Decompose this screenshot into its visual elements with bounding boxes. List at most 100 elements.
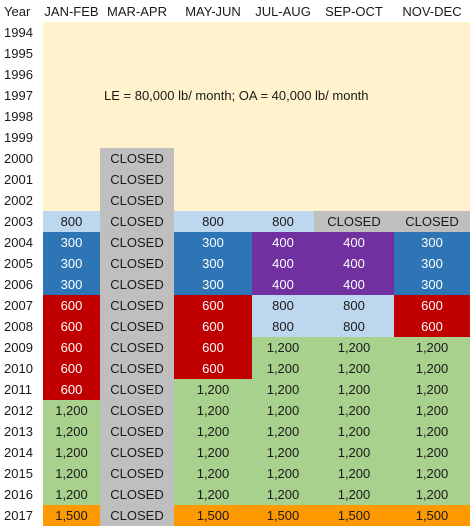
year-label: 2017 bbox=[0, 505, 43, 526]
table-cell bbox=[394, 85, 470, 106]
table-cell: 1,200 bbox=[174, 400, 252, 421]
year-label: 2010 bbox=[0, 358, 43, 379]
year-label: 2014 bbox=[0, 442, 43, 463]
column-header: MAR-APR bbox=[100, 0, 174, 22]
year-label: 2003 bbox=[0, 211, 43, 232]
table-cell bbox=[394, 169, 470, 190]
column-header: JAN-FEB bbox=[43, 0, 100, 22]
table-cell: 1,200 bbox=[174, 442, 252, 463]
table-cell bbox=[43, 106, 100, 127]
table-cell: CLOSED bbox=[100, 148, 174, 169]
year-label: 2001 bbox=[0, 169, 43, 190]
year-label: 2004 bbox=[0, 232, 43, 253]
table-cell bbox=[394, 64, 470, 85]
table-cell: 1,200 bbox=[252, 379, 314, 400]
table-cell bbox=[43, 43, 100, 64]
table-cell: CLOSED bbox=[100, 442, 174, 463]
table-cell: 1,200 bbox=[43, 421, 100, 442]
year-label: 2008 bbox=[0, 316, 43, 337]
year-label: 2015 bbox=[0, 463, 43, 484]
table-cell: CLOSED bbox=[100, 358, 174, 379]
table-cell: 1,200 bbox=[43, 484, 100, 505]
table-cell: 800 bbox=[252, 316, 314, 337]
table-cell bbox=[43, 148, 100, 169]
table-cell: 600 bbox=[174, 337, 252, 358]
table-cell bbox=[174, 64, 252, 85]
year-label: 2013 bbox=[0, 421, 43, 442]
table-cell: 300 bbox=[43, 253, 100, 274]
table-cell bbox=[252, 148, 314, 169]
table-cell bbox=[100, 22, 174, 43]
table-cell: 1,200 bbox=[252, 463, 314, 484]
table-cell: CLOSED bbox=[100, 379, 174, 400]
table-cell: 1,500 bbox=[174, 505, 252, 526]
table-cell: 1,200 bbox=[314, 337, 394, 358]
table-cell bbox=[100, 64, 174, 85]
year-label: 1994 bbox=[0, 22, 43, 43]
table-cell bbox=[252, 64, 314, 85]
table-cell: CLOSED bbox=[100, 316, 174, 337]
table-cell: 1,200 bbox=[314, 463, 394, 484]
year-label: 2006 bbox=[0, 274, 43, 295]
table-cell bbox=[43, 127, 100, 148]
table-cell bbox=[174, 85, 252, 106]
year-label: 2011 bbox=[0, 379, 43, 400]
table-cell bbox=[100, 106, 174, 127]
table-cell: 1,200 bbox=[252, 421, 314, 442]
table-cell: 1,200 bbox=[252, 337, 314, 358]
table-cell: 400 bbox=[252, 253, 314, 274]
table-cell: 600 bbox=[43, 358, 100, 379]
year-label: 2012 bbox=[0, 400, 43, 421]
table-cell: 600 bbox=[174, 358, 252, 379]
table-cell: 1,200 bbox=[314, 358, 394, 379]
year-label: 1997 bbox=[0, 85, 43, 106]
table-cell: 1,200 bbox=[252, 442, 314, 463]
table-cell: 1,200 bbox=[174, 463, 252, 484]
table-cell: CLOSED bbox=[314, 211, 394, 232]
table-cell bbox=[252, 169, 314, 190]
table-cell: 300 bbox=[394, 232, 470, 253]
table-cell: 300 bbox=[174, 232, 252, 253]
table-cell: 1,200 bbox=[43, 400, 100, 421]
year-label: 1999 bbox=[0, 127, 43, 148]
table-cell: CLOSED bbox=[100, 274, 174, 295]
year-label: 1995 bbox=[0, 43, 43, 64]
table-cell bbox=[394, 22, 470, 43]
column-header: NOV-DEC bbox=[394, 0, 470, 22]
table-cell: CLOSED bbox=[394, 211, 470, 232]
table-cell: 1,200 bbox=[314, 400, 394, 421]
year-label: 1996 bbox=[0, 64, 43, 85]
table-cell bbox=[314, 85, 394, 106]
table-cell: 1,200 bbox=[394, 379, 470, 400]
table-cell: 800 bbox=[174, 211, 252, 232]
table-cell: 800 bbox=[43, 211, 100, 232]
year-label: 1998 bbox=[0, 106, 43, 127]
table-cell: 300 bbox=[174, 253, 252, 274]
table-cell: CLOSED bbox=[100, 484, 174, 505]
table-cell bbox=[314, 127, 394, 148]
table-cell: 600 bbox=[43, 379, 100, 400]
table-cell: CLOSED bbox=[100, 505, 174, 526]
table-cell: 800 bbox=[314, 295, 394, 316]
table-cell bbox=[394, 190, 470, 211]
table-cell: 400 bbox=[314, 274, 394, 295]
table-cell: CLOSED bbox=[100, 463, 174, 484]
table-cell: 1,200 bbox=[252, 400, 314, 421]
table-cell: 1,200 bbox=[314, 442, 394, 463]
table-cell: 400 bbox=[252, 274, 314, 295]
year-column-header: Year bbox=[0, 0, 43, 22]
table-cell: CLOSED bbox=[100, 232, 174, 253]
table-cell bbox=[394, 106, 470, 127]
table-cell: 600 bbox=[174, 316, 252, 337]
table-cell bbox=[314, 169, 394, 190]
table-cell: 400 bbox=[314, 232, 394, 253]
table-cell: 1,200 bbox=[252, 358, 314, 379]
table-cell bbox=[252, 106, 314, 127]
table-cell: CLOSED bbox=[100, 295, 174, 316]
table-cell: 1,200 bbox=[174, 379, 252, 400]
table-cell: 1,200 bbox=[394, 421, 470, 442]
table-cell: CLOSED bbox=[100, 421, 174, 442]
table-cell: 600 bbox=[43, 316, 100, 337]
table-cell: 1,200 bbox=[314, 421, 394, 442]
table-cell: 1,500 bbox=[314, 505, 394, 526]
